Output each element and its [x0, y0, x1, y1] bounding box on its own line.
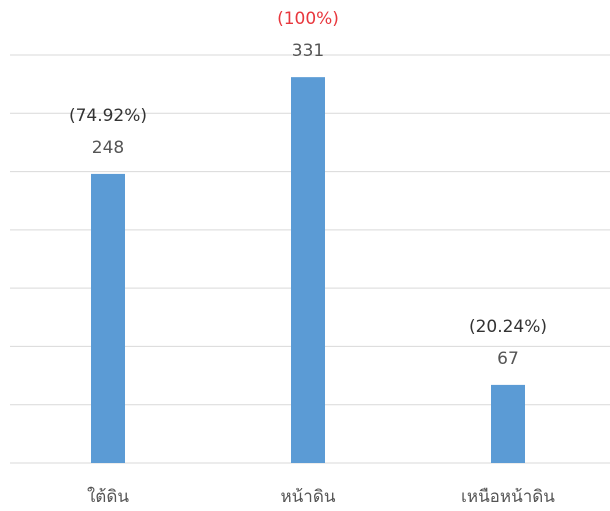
x-tick-label: หน้าดิน — [280, 487, 335, 507]
value-label: 331 — [292, 41, 324, 61]
x-tick-label: ใต้ดิน — [87, 486, 129, 507]
percent-label: (100%) — [277, 9, 339, 29]
percent-label: (74.92%) — [69, 106, 147, 126]
value-label: 248 — [92, 138, 124, 158]
bar — [91, 173, 125, 463]
value-label: 67 — [497, 349, 519, 369]
percent-label: (20.24%) — [469, 317, 547, 337]
x-tick-label: เหนือหน้าดิน — [461, 487, 555, 507]
bar — [291, 77, 325, 464]
bar — [491, 384, 525, 463]
